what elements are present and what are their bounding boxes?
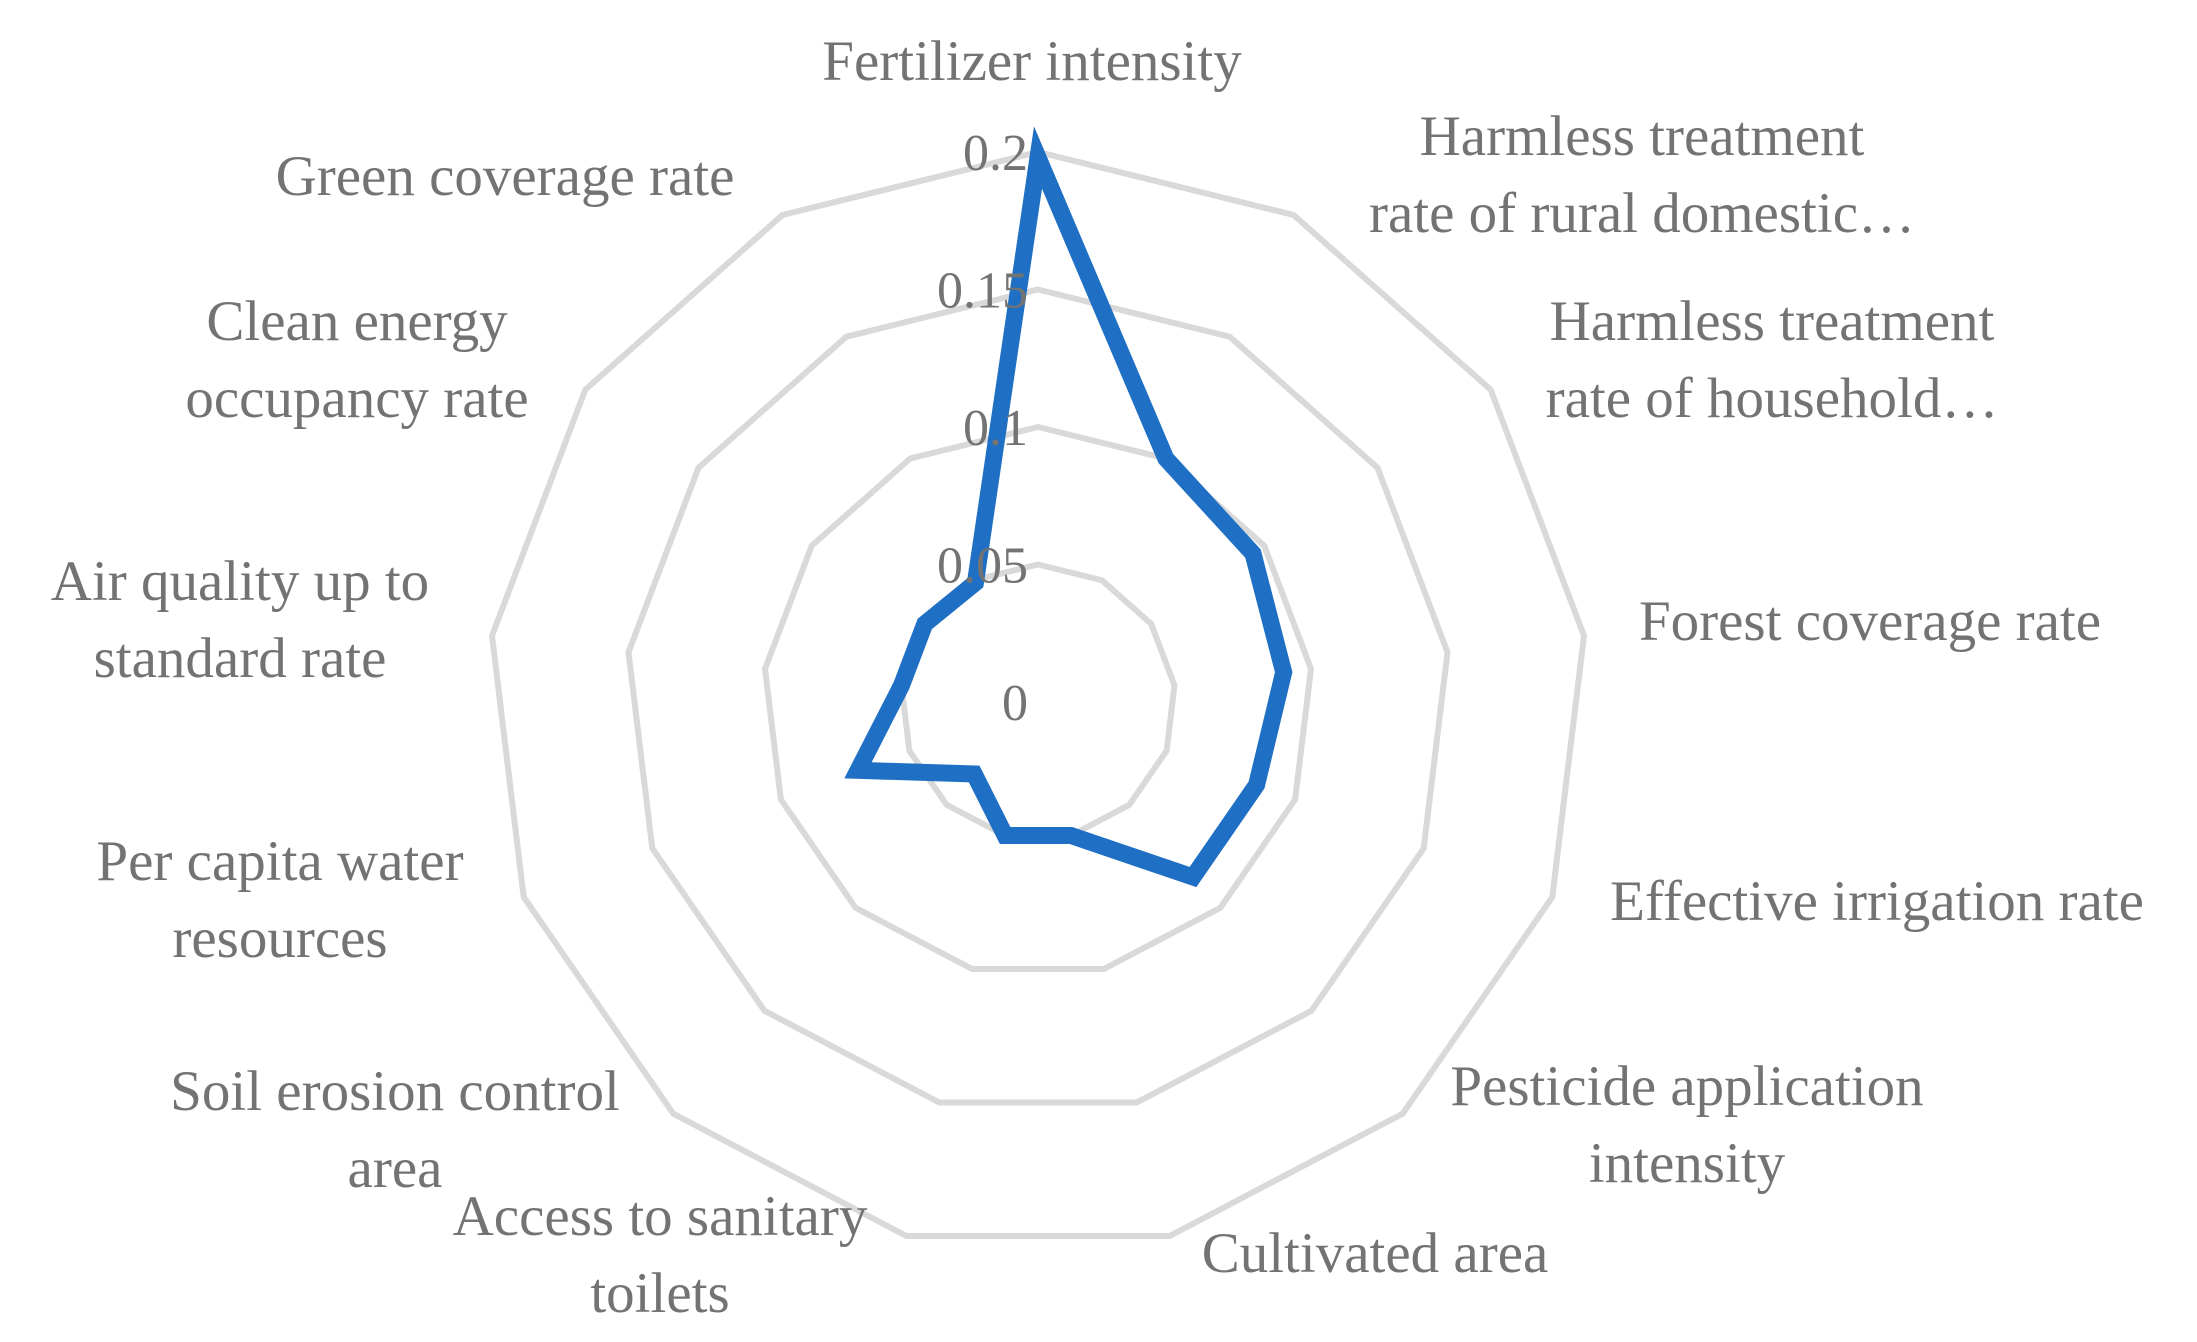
data-point-8 xyxy=(972,772,977,776)
axis-labels: Fertilizer intensity Harmless treatment ra… xyxy=(51,30,2144,1325)
axis-label-9: Per capita water resources xyxy=(96,830,463,970)
tick-labels: 0 0.05 0.1 0.15 0.2 xyxy=(937,125,1028,732)
data-point-3 xyxy=(1281,670,1286,675)
axis-label-12: Green coverage rate xyxy=(276,145,735,208)
grid-layer xyxy=(488,148,1588,1239)
axis-label-5: Pesticide application intensity xyxy=(1450,1055,1923,1195)
data-point-7 xyxy=(1003,833,1008,838)
tick-label-2: 0.1 xyxy=(963,400,1028,457)
series-line-0 xyxy=(844,126,1293,888)
tick-label-0: 0 xyxy=(1002,675,1028,732)
data-point-10 xyxy=(899,683,904,688)
data-point-1 xyxy=(1163,456,1168,461)
grid-ring-4 xyxy=(488,148,1588,1239)
data-point-0 xyxy=(1036,155,1040,160)
data-point-2 xyxy=(1251,551,1255,556)
axis-label-11: Clean energy occupancy rate xyxy=(185,290,528,430)
axis-label-4: Effective irrigation rate xyxy=(1610,870,2144,933)
tick-label-3: 0.15 xyxy=(937,263,1028,320)
data-point-9 xyxy=(856,768,860,773)
tick-label-4: 0.2 xyxy=(963,125,1028,182)
data-point-4 xyxy=(1254,782,1259,787)
grid-ring-3 xyxy=(625,286,1451,1106)
data-point-5 xyxy=(1191,875,1195,879)
axis-label-3: Forest coverage rate xyxy=(1639,590,2101,653)
data-point-6 xyxy=(1068,833,1073,838)
data-point-11 xyxy=(922,621,927,626)
axis-label-7: Access to sanitary toilets xyxy=(453,1185,868,1325)
grid-ring-2 xyxy=(761,423,1315,972)
axis-label-8: Soil erosion control area xyxy=(170,1060,620,1200)
axis-label-10: Air quality up to standard rate xyxy=(51,550,429,690)
axis-label-1: Harmless treatment rate of rural domestic… xyxy=(1369,105,1915,245)
axis-label-0: Fertilizer intensity xyxy=(822,30,1242,93)
tick-label-1: 0.05 xyxy=(937,538,1028,595)
series-layer xyxy=(844,126,1293,888)
axis-label-6: Cultivated area xyxy=(1202,1222,1549,1285)
data-point-12 xyxy=(973,580,978,585)
axis-label-2: Harmless treatment rate of household… xyxy=(1546,290,1999,430)
